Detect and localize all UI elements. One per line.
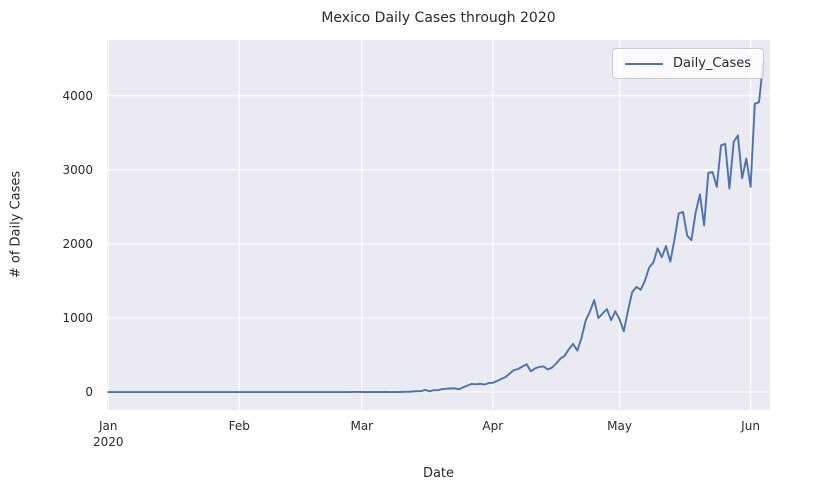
x-tick-label: Jun — [741, 419, 760, 433]
legend: Daily_Cases — [612, 48, 764, 79]
y-tick-label: 2000 — [62, 236, 93, 251]
x-tick-label: Feb — [228, 419, 250, 433]
legend-label: Daily_Cases — [673, 56, 751, 71]
x-axis-label: Date — [422, 466, 455, 481]
legend-line-sample-icon — [625, 62, 664, 65]
chart-canvas — [107, 40, 770, 410]
y-tick-label: 1000 — [62, 310, 93, 325]
y-tick-label: 0 — [85, 385, 93, 400]
x-tick-label: Apr — [482, 419, 504, 433]
y-tick-label: 4000 — [62, 88, 93, 103]
x-tick-label: Mar — [350, 419, 374, 433]
chart-title: Mexico Daily Cases through 2020 — [321, 10, 556, 26]
x-tick-sublabel: 2020 — [92, 435, 124, 449]
y-tick-label: 3000 — [62, 162, 93, 177]
plot-area: Daily_Cases — [107, 40, 770, 410]
y-axis-label: # of Daily Cases — [8, 170, 24, 279]
x-tick-label: May — [607, 419, 632, 433]
gridlines — [107, 40, 770, 410]
daily-cases-line — [107, 62, 765, 394]
x-tick-label: Jan 2020 — [73, 418, 143, 450]
